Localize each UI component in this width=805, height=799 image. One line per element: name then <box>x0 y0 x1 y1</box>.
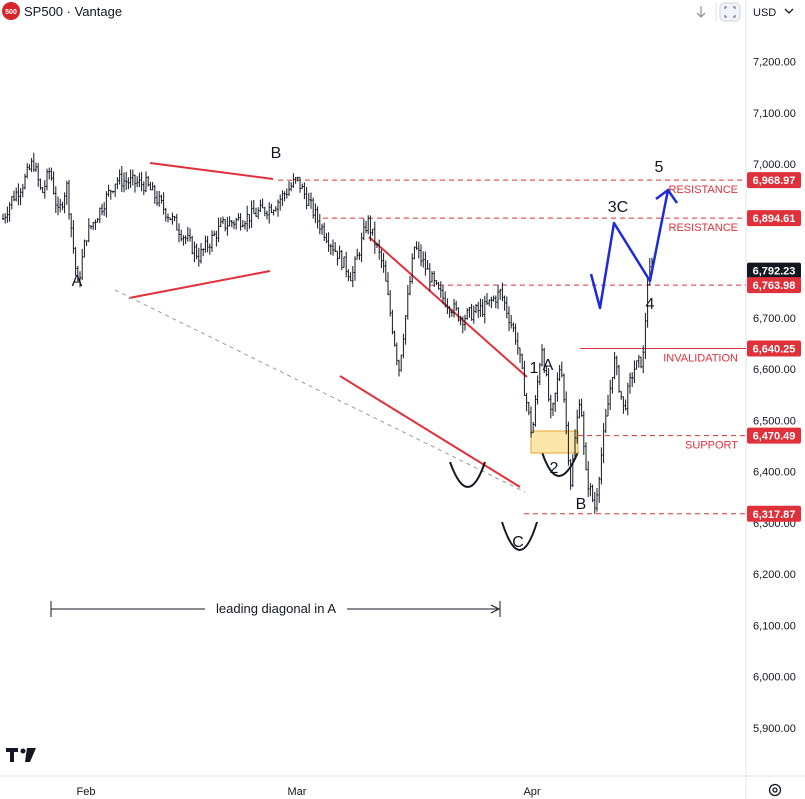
wave-label: B <box>576 496 587 513</box>
y-tick-label: 6,700.00 <box>753 313 796 325</box>
support-zone-border <box>530 430 579 454</box>
time-axis[interactable]: Feb Mar Apr <box>77 786 541 798</box>
price-levels: RESISTANCE RESISTANCE INVALIDATION SUPPORT <box>278 179 746 515</box>
price-tag <box>747 172 801 189</box>
trend-drawings: leading diagonal in A <box>50 162 579 617</box>
support-zone-box <box>531 431 578 453</box>
y-tick-label: 7,100.00 <box>753 108 796 120</box>
currency-label[interactable]: USD <box>753 7 776 19</box>
y-tick-label: 6,500.00 <box>753 415 796 427</box>
wedge-upper-line <box>368 236 528 378</box>
level-note: RESISTANCE <box>669 222 738 234</box>
down-arrow-icon[interactable] <box>696 6 706 18</box>
y-tick-label: 7,200.00 <box>753 57 796 69</box>
symbol-badge: 500 <box>5 9 17 16</box>
price-tag <box>747 262 801 279</box>
wave-label: 4 <box>646 296 655 313</box>
price-tag-label: 6,317.87 <box>753 509 796 521</box>
wave-label: 5 <box>655 159 664 176</box>
settings-icon[interactable] <box>768 783 782 797</box>
y-tick-label: 6,100.00 <box>753 620 796 632</box>
y-tick-label: 7,000.00 <box>753 159 796 171</box>
y-tick-label: 6,400.00 <box>753 467 796 479</box>
price-tag-label: 6,968.97 <box>753 175 796 187</box>
wedge-lower-line <box>339 375 521 488</box>
wave-projection <box>589 188 679 310</box>
wave-label: 1 <box>530 360 539 377</box>
wave-label: C <box>512 534 524 551</box>
tradingview-logo-icon[interactable] <box>6 748 36 762</box>
level-note: INVALIDATION <box>663 353 738 365</box>
triangle-lower-line <box>128 270 271 299</box>
y-tick-label: 5,900.00 <box>753 723 796 735</box>
wave-label: B <box>271 145 282 162</box>
x-tick-label: Mar <box>288 786 307 798</box>
left-shoulder-arc <box>449 461 486 488</box>
price-tag <box>747 427 801 444</box>
wave-label: 3C <box>608 199 628 216</box>
symbol-logo-icon <box>2 2 20 20</box>
price-tag-label: 6,763.98 <box>753 280 796 292</box>
wave-label: A <box>72 273 83 290</box>
price-tag <box>747 277 801 294</box>
price-tag-label: 6,792.23 <box>753 266 796 278</box>
price-tag <box>747 210 801 227</box>
chevron-down-icon[interactable] <box>784 8 794 14</box>
price-axis[interactable]: 5,900.006,000.006,100.006,200.006,300.00… <box>753 57 796 735</box>
price-bars <box>2 152 653 514</box>
leading-diagonal-label: leading diagonal in A <box>216 601 336 616</box>
level-note: RESISTANCE <box>669 184 738 196</box>
triangle-upper-line <box>149 162 274 180</box>
price-tag <box>747 505 801 522</box>
price-tag-label: 6,894.61 <box>753 213 796 225</box>
right-shoulder-arc <box>541 451 579 477</box>
price-tag-label: 6,470.49 <box>753 431 796 443</box>
price-tag <box>747 340 801 357</box>
y-tick-label: 6,200.00 <box>753 569 796 581</box>
wave-label: 2 <box>550 460 559 477</box>
x-tick-label: Apr <box>523 786 540 798</box>
header: 500 SP500 · Vantage <box>2 2 122 20</box>
head-arc <box>501 521 538 551</box>
screenshot-icon[interactable] <box>719 2 741 22</box>
symbol-title: SP500 · Vantage <box>24 4 122 19</box>
wave-label: A <box>543 357 554 374</box>
y-tick-label: 6,600.00 <box>753 364 796 376</box>
projection-arrowhead-icon <box>655 188 679 204</box>
x-tick-label: Feb <box>77 786 96 798</box>
price-tags[interactable]: 6,968.97 6,894.61 6,792.23 6,763.98 6,640.25… <box>747 172 801 522</box>
price-tag-label: 6,640.25 <box>753 344 796 356</box>
y-tick-label: 6,000.00 <box>753 672 796 684</box>
span-arrow-icon <box>490 604 501 614</box>
projection-path <box>589 189 670 310</box>
level-note: SUPPORT <box>685 440 738 452</box>
